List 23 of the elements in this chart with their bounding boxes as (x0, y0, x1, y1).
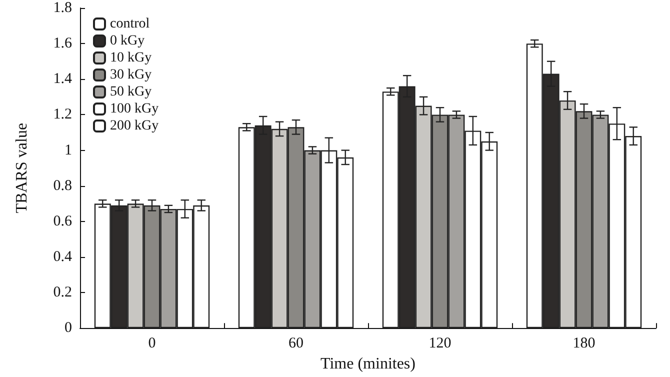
x-tick-label: 120 (428, 336, 452, 352)
legend-label: 100 kGy (110, 102, 159, 116)
x-tick-label: 180 (572, 336, 596, 352)
y-tick-label: 0.4 (53, 248, 72, 265)
y-tick-label: 0.6 (53, 213, 72, 230)
y-tick-label: 0 (64, 320, 72, 336)
legend-label: 30 kGy (110, 68, 152, 82)
y-tick-label: 0.8 (53, 178, 72, 194)
legend-label: 200 kGy (110, 118, 159, 134)
y-tick-label: 1.4 (53, 71, 72, 88)
y-tick-label: 1 (64, 142, 72, 158)
y-tick-label: 1.2 (53, 106, 72, 123)
legend-label: control (110, 16, 150, 32)
legend-label: 10 kGy (110, 50, 152, 66)
legend-label: 0 kGy (110, 34, 145, 48)
y-tick-label: 1.8 (53, 0, 72, 16)
x-tick-label: 0 (148, 336, 156, 352)
y-tick-label: 1.6 (53, 36, 72, 52)
y-axis-title: TBARS value (14, 122, 30, 214)
x-tick-label: 60 (288, 336, 304, 352)
x-axis-title: Time (minites) (320, 356, 416, 372)
y-tick-label: 0.2 (53, 284, 72, 301)
legend-label: 50 kGy (110, 84, 152, 100)
